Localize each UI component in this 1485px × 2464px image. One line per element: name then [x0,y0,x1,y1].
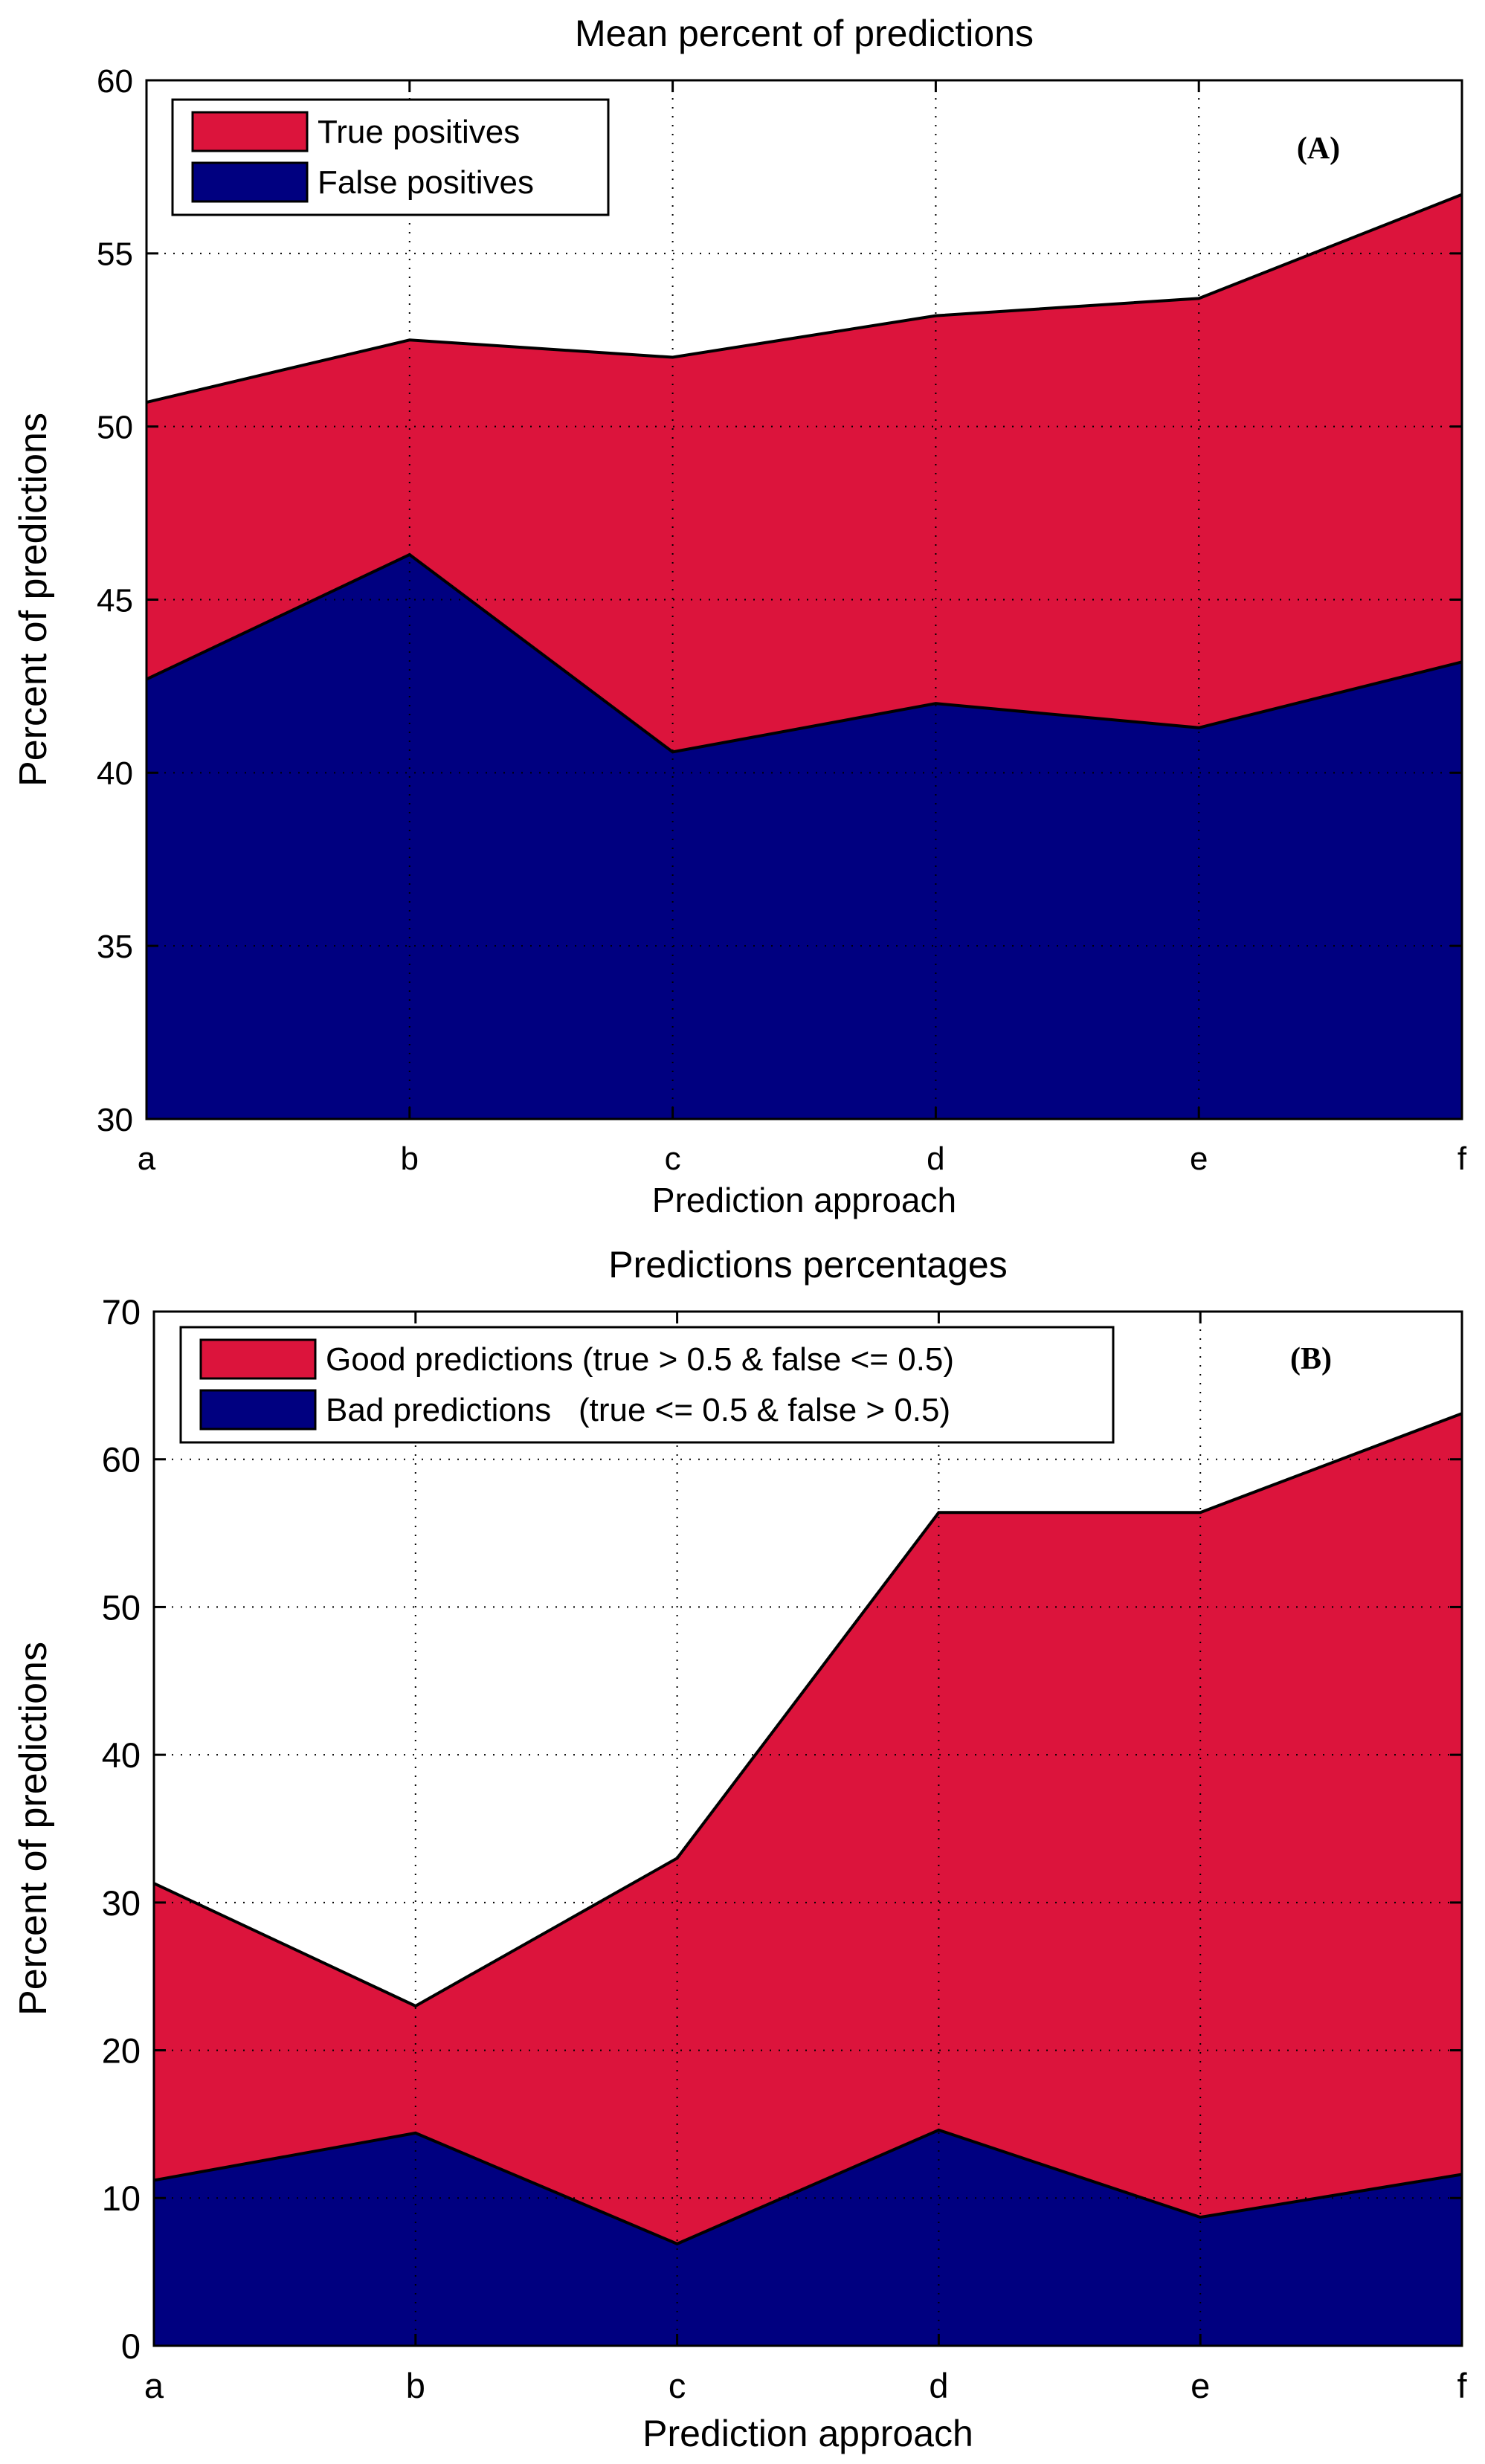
xtick-label: e [1190,1141,1208,1177]
xtick-label: a [138,1141,156,1177]
ytick-label: 30 [102,1883,141,1923]
legend: True positives False positives [171,98,610,216]
x-axis-label: Prediction approach [652,1181,956,1219]
legend: Good predictions (true > 0.5 & false <= … [179,1326,1115,1444]
chart-b: 0 10 20 30 40 50 60 70 a b c d e f Predictions percent… [12,1244,1467,2454]
legend-swatch-1 [191,111,309,152]
ytick-label: 45 [97,582,133,619]
panel-label: (A) [1297,132,1340,166]
ytick-label: 10 [102,2178,141,2218]
ytick-label: 60 [97,63,133,100]
ytick-label: 30 [97,1102,133,1138]
legend-swatch-2 [191,161,309,203]
area-series-1 [154,1413,1462,2346]
ytick-label: 50 [102,1587,141,1627]
chart-a: 30 35 40 45 50 55 60 a b c d e f Mean percent of pred… [12,13,1467,1219]
series-line-1 [146,193,1463,404]
legend-box [179,1326,1115,1444]
xtick-label: c [665,1141,681,1177]
legend-label-1: True positives [318,114,520,150]
xtick-label: c [669,2366,686,2405]
ytick-label: 0 [121,2326,141,2366]
ytick-label: 35 [97,929,133,965]
series-line-1 [153,1412,1463,2008]
chart-title: Predictions percentages [608,1244,1007,1286]
ytick-label: 20 [102,2031,141,2070]
panel-label: (B) [1290,1342,1332,1376]
xtick-label: a [144,2366,164,2405]
xtick-label: f [1457,1141,1467,1177]
area-series-2 [154,2129,1462,2346]
xtick-label: d [929,2366,948,2405]
ytick-label: 60 [102,1440,141,1480]
ytick-label: 50 [97,410,133,446]
legend-label-1: Good predictions (true > 0.5 & false <= … [326,1341,954,1378]
legend-label-2: False positives [318,164,534,201]
ytick-label: 55 [97,236,133,273]
y-axis-label: Percent of predictions [12,1642,55,2016]
y-axis-label: Percent of predictions [12,413,55,787]
area-series-2 [146,554,1462,1119]
ytick-label: 70 [102,1292,141,1332]
xtick-label: d [927,1141,944,1177]
x-axis-label: Prediction approach [642,2413,973,2454]
chart-title: Mean percent of predictions [575,13,1034,54]
xtick-label: b [401,1141,419,1177]
ytick-label: 40 [102,1735,141,1775]
xtick-label: b [406,2366,425,2405]
legend-swatch-2 [199,1389,317,1431]
xtick-label: e [1191,2366,1210,2405]
series-line-2 [153,2128,1463,2246]
legend-label-2: Bad predictions (true <= 0.5 & false > 0… [326,1392,950,1428]
legend-swatch-1 [199,1338,317,1380]
series-line-2 [146,552,1463,754]
ytick-label: 40 [97,755,133,792]
axes-frame [152,1310,1463,2347]
xtick-label: f [1457,2366,1467,2405]
